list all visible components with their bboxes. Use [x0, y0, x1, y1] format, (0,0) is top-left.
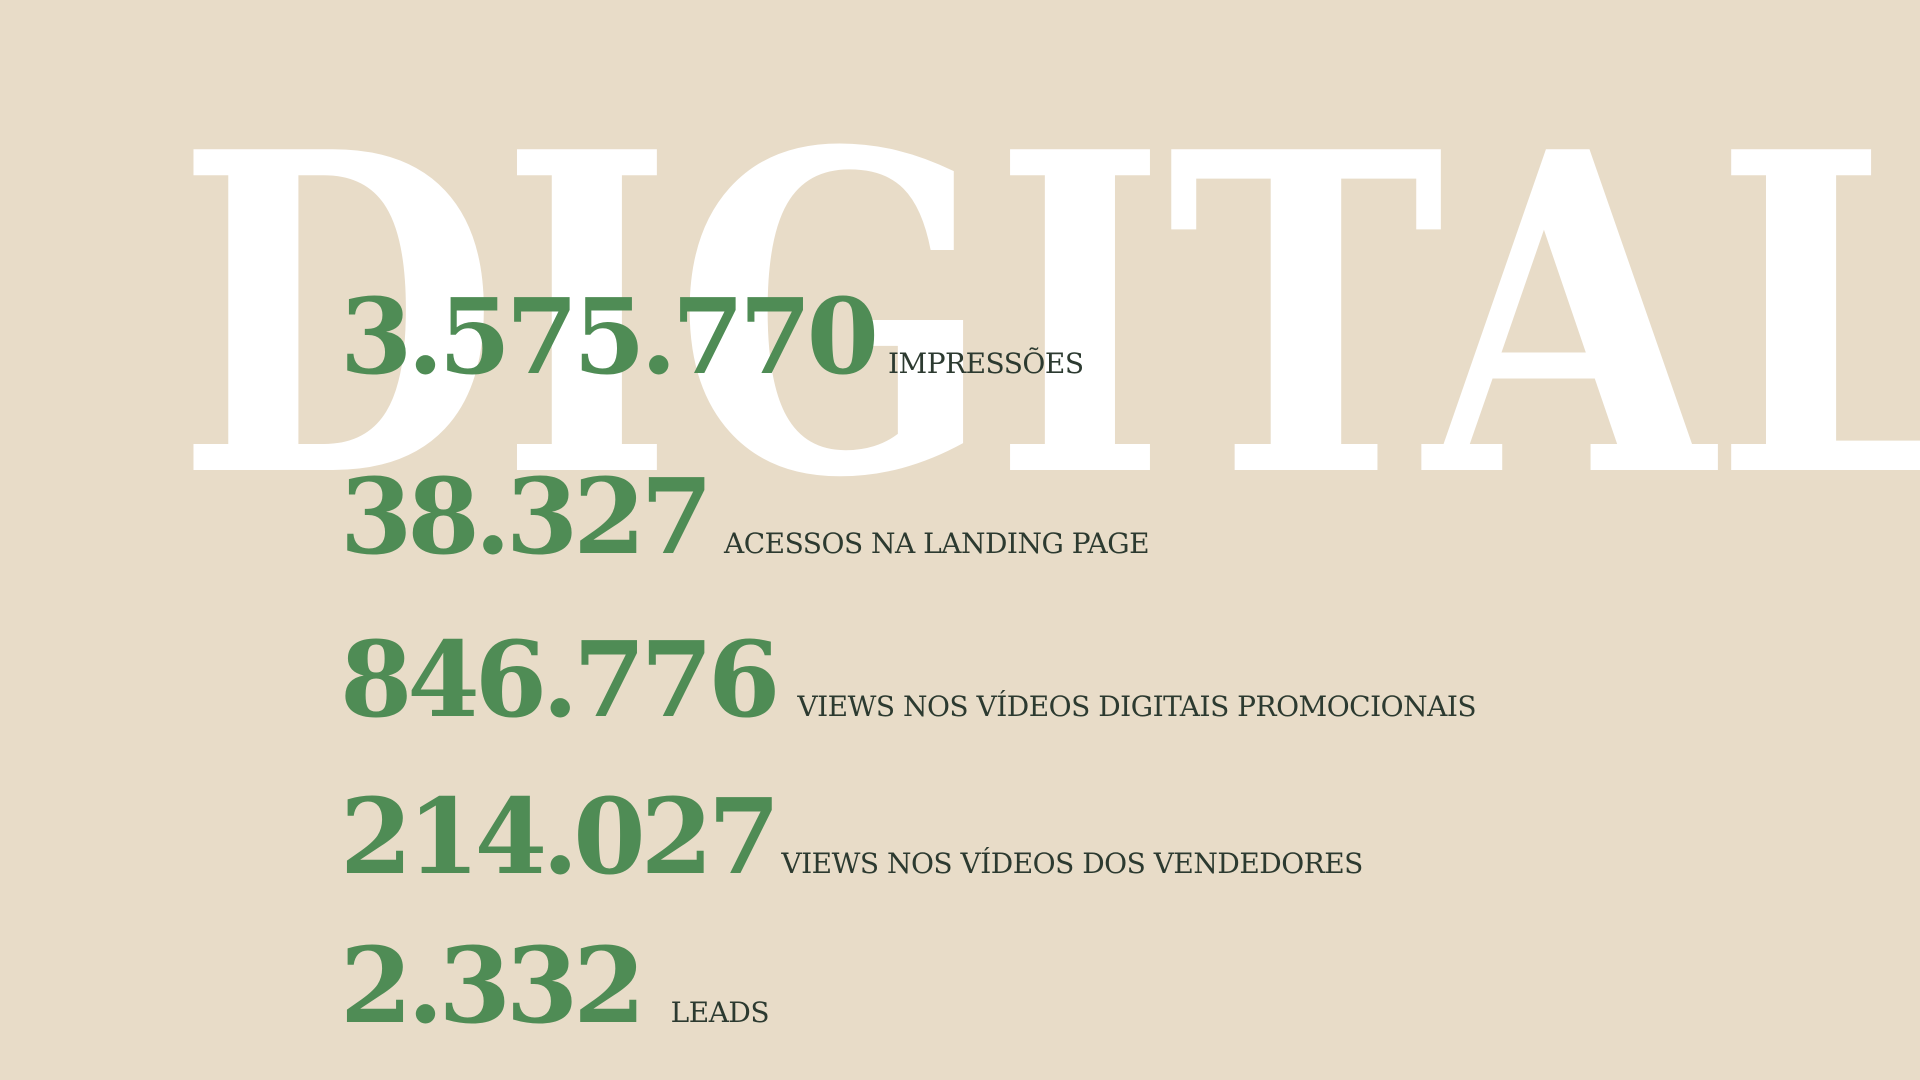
stat-number: 3.575.770	[340, 275, 875, 398]
background-word: DIGITAL	[176, 57, 1920, 574]
stat-label: VIEWS NOS VÍDEOS DIGITAIS PROMOCIONAIS	[796, 690, 1476, 723]
stat-number: 846.776	[340, 618, 775, 741]
stat-label: LEADS	[671, 996, 769, 1029]
stat-number: 38.327	[340, 455, 708, 578]
stat-label: VIEWS NOS VÍDEOS DOS VENDEDORES	[780, 847, 1362, 880]
stat-number: 2.332	[340, 924, 641, 1047]
stat-number: 214.027	[340, 775, 775, 898]
stat-label: ACESSOS NA LANDING PAGE	[723, 527, 1149, 560]
stat-label: IMPRESSÕES	[888, 347, 1084, 380]
